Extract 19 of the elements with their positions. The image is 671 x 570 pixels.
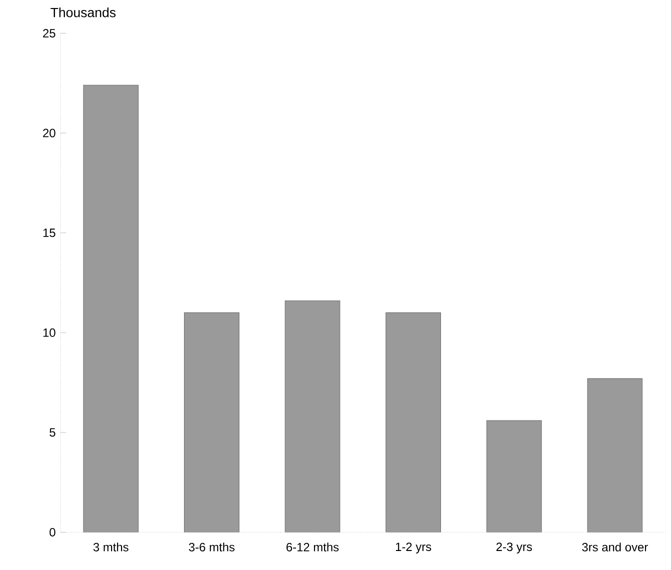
y-tick-label: 25 [43,29,56,38]
bar [386,312,441,532]
x-tick-label: 2-3 yrs [496,542,532,554]
y-tick-label: 5 [50,428,56,437]
x-tick-label: 3 mths [93,542,128,552]
bar [587,378,643,532]
bar [83,84,139,532]
y-tick-label: 15 [43,228,56,238]
y-axis-title: Thousands [50,7,116,18]
y-tick-label: 10 [43,328,56,337]
bar [486,420,542,532]
x-tick-label: 3rs and over [582,542,648,552]
bar [184,312,240,532]
x-tick-label: 3-6 mths [188,542,235,552]
y-tick-label: 20 [43,128,56,138]
y-tick-label: 0 [50,528,56,536]
x-tick-label: 6-12 mths [286,542,339,552]
bar [284,300,340,532]
x-tick-label: 1-2 yrs [396,542,432,554]
